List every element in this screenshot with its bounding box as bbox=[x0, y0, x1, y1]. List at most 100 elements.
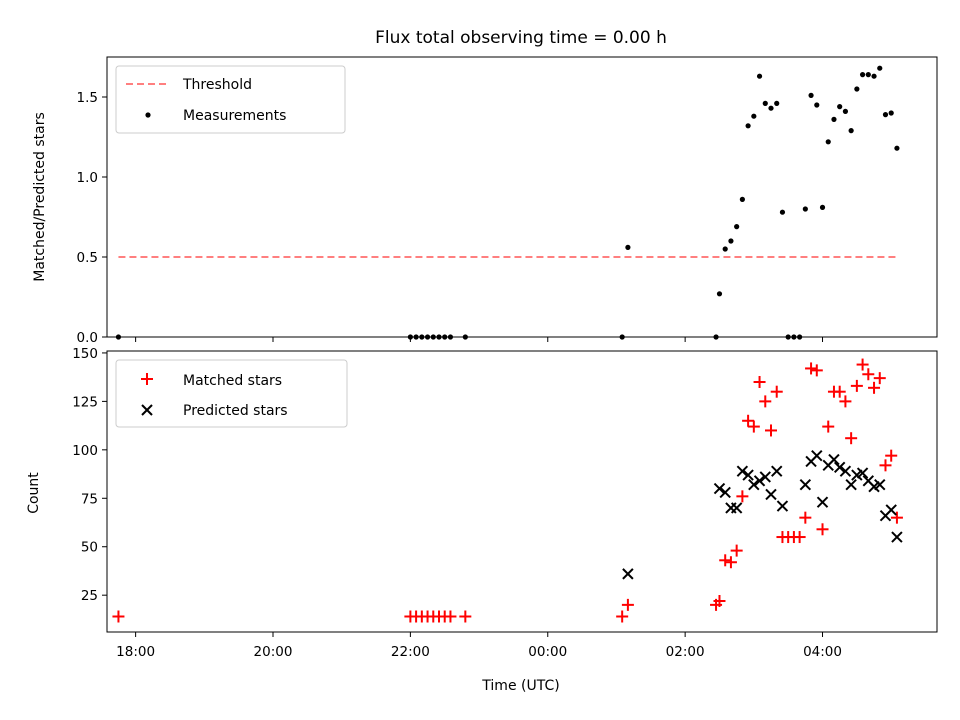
matched-star-point bbox=[845, 432, 858, 445]
predicted-star-point bbox=[856, 467, 869, 479]
top-y-tick-label: 1.0 bbox=[77, 170, 98, 186]
predicted-star-point bbox=[759, 471, 771, 483]
measurement-point bbox=[756, 73, 763, 79]
measurement-point bbox=[722, 246, 728, 252]
predicted-star-point bbox=[753, 475, 766, 487]
matched-star-point bbox=[885, 449, 898, 462]
measurement-point bbox=[768, 105, 774, 111]
predicted-star-point bbox=[839, 465, 852, 477]
top-y-axis-label: Matched/Predicted stars bbox=[32, 112, 48, 282]
measurement-point bbox=[865, 72, 871, 78]
bottom-legend: Matched stars Predicted stars bbox=[115, 359, 348, 428]
x-tick-label: 18:00 bbox=[116, 644, 155, 660]
bottom-y-tick-label: 150 bbox=[72, 346, 98, 362]
top-y-ticks: 0.0 0.5 1.0 1.5 bbox=[77, 90, 107, 346]
bottom-y-tick-label: 100 bbox=[72, 443, 98, 459]
measurement-point bbox=[734, 224, 740, 230]
matched-star-point bbox=[444, 610, 457, 623]
bottom-x-ticks: 18:00 20:00 22:00 00:00 02:00 04:00 bbox=[116, 632, 842, 660]
measurement-point bbox=[751, 113, 757, 119]
matched-star-point bbox=[793, 531, 806, 544]
matched-legend-label: Matched stars bbox=[183, 373, 282, 389]
measurement-point bbox=[774, 100, 780, 106]
measurement-point bbox=[871, 73, 877, 79]
matched-star-point bbox=[822, 420, 835, 433]
matched-star-point bbox=[868, 381, 881, 394]
top-chart-title: Flux total observing time = 0.00 h bbox=[375, 28, 667, 48]
predicted-star-point bbox=[622, 568, 634, 580]
predicted-star-point bbox=[713, 482, 726, 495]
measurement-point bbox=[814, 102, 820, 108]
measurement-point bbox=[728, 238, 734, 244]
predicted-star-point bbox=[816, 496, 829, 508]
predicted-star-point bbox=[748, 479, 760, 491]
bottom-plot-marks bbox=[112, 358, 903, 623]
matched-star-point bbox=[799, 511, 812, 524]
matched-star-point bbox=[805, 362, 818, 375]
predicted-star-point bbox=[742, 469, 754, 481]
predicted-star-point bbox=[885, 504, 897, 516]
matched-star-point bbox=[742, 414, 755, 427]
top-x-ticks bbox=[135, 337, 824, 342]
matched-star-point bbox=[736, 490, 749, 503]
bottom-y-tick-label: 125 bbox=[72, 394, 98, 410]
measurement-point bbox=[882, 112, 889, 118]
bottom-x-axis-label: Time (UTC) bbox=[481, 678, 559, 694]
x-tick-label: 00:00 bbox=[528, 644, 567, 660]
measurement-point bbox=[716, 291, 723, 297]
matched-star-point bbox=[879, 459, 892, 472]
predicted-star-point bbox=[730, 502, 743, 514]
predicted-star-point bbox=[833, 461, 846, 473]
bottom-plot-frame bbox=[106, 350, 938, 633]
measurement-point bbox=[819, 204, 826, 210]
predicted-star-point bbox=[811, 449, 823, 462]
matched-star-point bbox=[753, 376, 766, 389]
bottom-y-tick-label: 25 bbox=[81, 588, 98, 604]
measurement-point bbox=[802, 206, 808, 212]
matched-star-point bbox=[770, 385, 783, 398]
matched-star-point bbox=[862, 368, 875, 381]
measurement-point bbox=[848, 128, 854, 134]
measurement-point bbox=[859, 72, 866, 78]
matched-star-point bbox=[616, 610, 629, 623]
matched-star-point bbox=[621, 598, 634, 611]
matched-star-point bbox=[833, 385, 846, 398]
matched-star-point bbox=[730, 544, 743, 557]
measurement-point bbox=[831, 116, 837, 122]
measurements-legend-label: Measurements bbox=[183, 108, 286, 124]
x-tick-label: 20:00 bbox=[254, 644, 293, 660]
matched-star-point bbox=[759, 395, 772, 408]
x-tick-label: 04:00 bbox=[803, 644, 842, 660]
matched-star-point bbox=[765, 424, 777, 437]
matched-star-point bbox=[719, 554, 732, 567]
bottom-legend-frame bbox=[115, 359, 348, 428]
top-legend: Threshold Measurements bbox=[115, 65, 346, 134]
top-y-tick-label: 0.0 bbox=[77, 330, 98, 346]
predicted-star-point bbox=[828, 453, 840, 466]
measurement-point bbox=[762, 100, 768, 106]
measurement-point bbox=[745, 123, 751, 129]
top-plot: 0.0 0.5 1.0 1.5 Matched/Predicted stars Thr… bbox=[32, 56, 938, 346]
measurement-point bbox=[842, 108, 849, 114]
predicted-star-point bbox=[874, 479, 886, 491]
matched-star-point bbox=[856, 358, 869, 371]
matched-star-point bbox=[816, 523, 829, 536]
matched-star-point bbox=[810, 364, 823, 377]
measurement-point bbox=[854, 86, 860, 92]
matched-legend-swatch bbox=[141, 373, 153, 385]
bottom-y-tick-label: 50 bbox=[81, 540, 98, 556]
measurement-point bbox=[877, 65, 883, 71]
matched-star-point bbox=[839, 395, 852, 408]
measurement-point bbox=[825, 139, 831, 145]
matched-star-point bbox=[873, 372, 886, 385]
top-y-tick-label: 0.5 bbox=[77, 250, 98, 266]
x-tick-label: 02:00 bbox=[666, 644, 705, 660]
measurement-point bbox=[837, 104, 843, 110]
matched-star-point bbox=[713, 594, 726, 607]
bottom-y-tick-label: 75 bbox=[81, 491, 98, 507]
predicted-star-point bbox=[891, 531, 903, 543]
measurement-point bbox=[625, 244, 631, 250]
top-plot-frame bbox=[106, 56, 938, 338]
measurement-point bbox=[894, 145, 900, 151]
measurement-point bbox=[888, 110, 894, 116]
